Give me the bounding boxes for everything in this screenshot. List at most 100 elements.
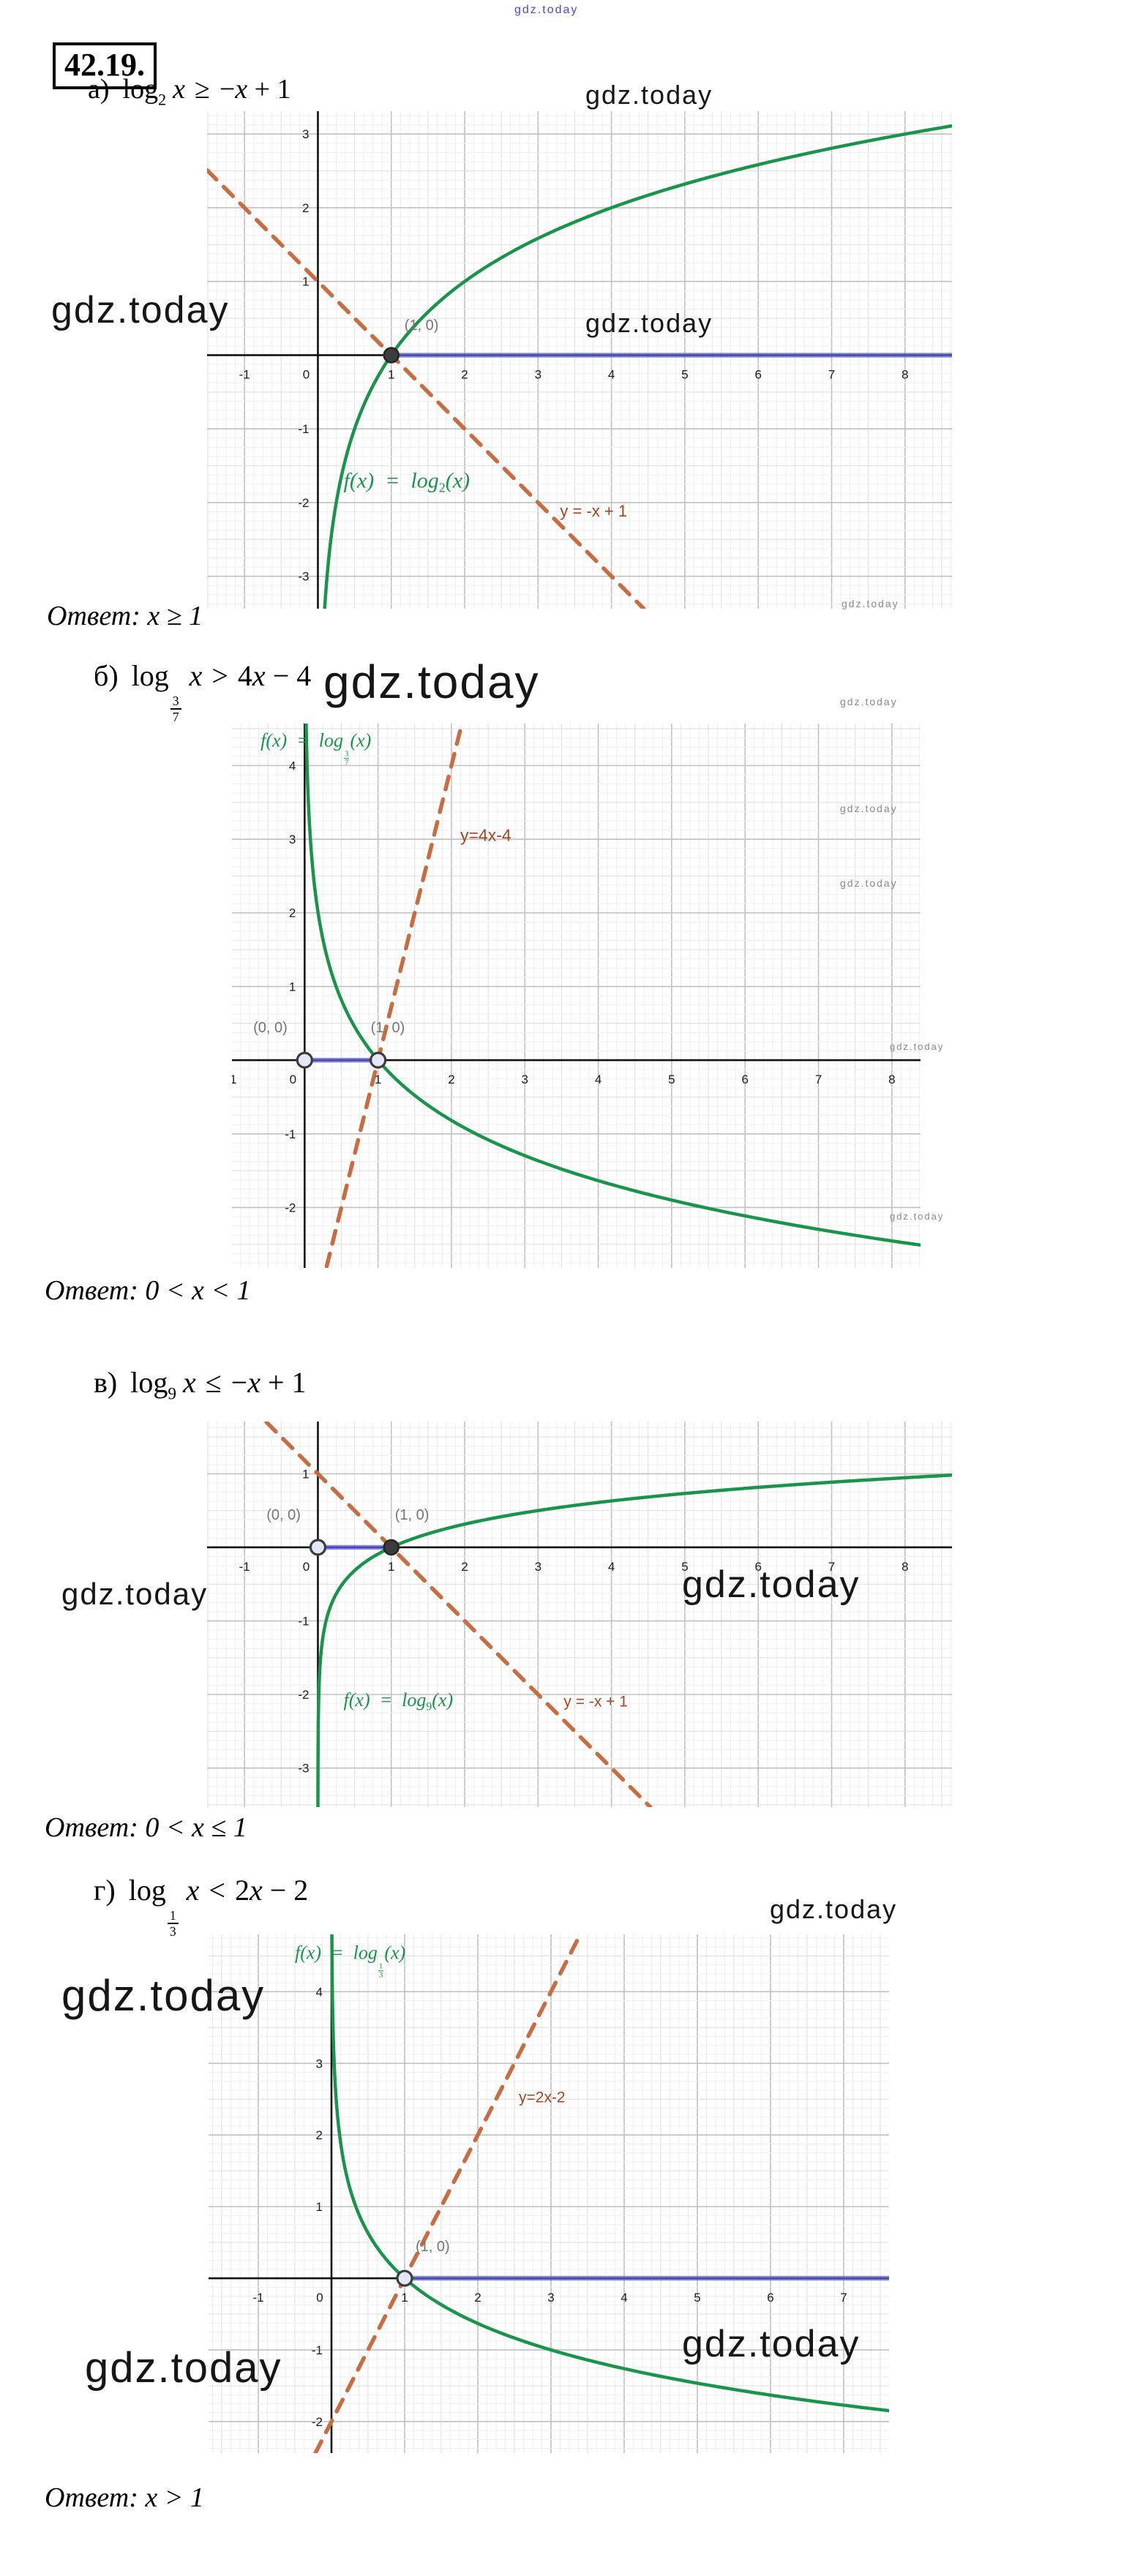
y-tick-label: -1 <box>298 422 309 436</box>
x-tick-label: 8 <box>888 1073 895 1086</box>
x-tick-label: -1 <box>232 1073 237 1086</box>
x-tick-label: 6 <box>767 2291 773 2305</box>
x-tick-label: 6 <box>742 1073 749 1086</box>
x-tick-label: 7 <box>840 2291 847 2305</box>
boundary-line-label: y = -x + 1 <box>560 502 628 521</box>
rhs-expression: 4x − 4 <box>237 659 312 692</box>
answer-g: Ответ: x > 1 <box>45 2482 204 2513</box>
graph-g-svg: -1 0 1 2 3 4 5 6 7 4 3 2 1 -1 -2 <box>209 1934 889 2453</box>
point-label: (0, 0) <box>266 1506 301 1523</box>
log-curve <box>316 1473 952 1807</box>
closed-endpoint <box>383 347 400 364</box>
watermark-text: gdz.today <box>85 2344 282 2392</box>
watermark-text: gdz.today <box>890 1211 945 1222</box>
relation-sign: ≤ <box>205 1366 222 1399</box>
log-argument: x <box>186 1874 200 1907</box>
watermark-text: gdz.today <box>770 1894 898 1924</box>
relation-sign: < <box>209 1874 225 1907</box>
x-tick-label: 8 <box>901 1560 908 1574</box>
function-label: f(x) = log 3 7 (x) <box>260 729 372 767</box>
log-argument: x <box>173 74 185 105</box>
watermark-text: gdz.today <box>841 598 899 609</box>
boundary-line-dashed <box>324 725 463 1268</box>
x-tick-label: 7 <box>828 367 835 381</box>
x-tick-label: 3 <box>522 1073 528 1086</box>
answer-b: Ответ: 0 < x < 1 <box>45 1275 251 1306</box>
boundary-line-label: y=4x-4 <box>460 825 511 845</box>
watermark-text: gdz.today <box>890 1041 945 1052</box>
x-tick-label: 2 <box>461 367 468 381</box>
point-label: (1, 0) <box>370 1019 405 1036</box>
x-tick-label: 2 <box>474 2291 481 2305</box>
x-tick-label: 0 <box>303 1560 310 1574</box>
x-tick-label: 1 <box>388 1560 394 1574</box>
y-tick-label: 2 <box>289 906 296 920</box>
rhs-expression: −x + 1 <box>219 74 291 105</box>
y-tick-label: 4 <box>316 1985 323 1999</box>
watermark-text: gdz.today <box>61 1577 209 1611</box>
log-argument: x <box>189 659 203 692</box>
x-tick-label: 2 <box>448 1073 454 1086</box>
point-label: (1, 0) <box>416 2238 450 2255</box>
item-label: б) <box>94 659 119 692</box>
open-endpoint <box>396 2269 413 2287</box>
y-tick-label: 3 <box>302 127 309 141</box>
point-label: (1, 0) <box>404 318 439 334</box>
y-tick-label: -1 <box>312 2343 323 2357</box>
function-label: f(x) = log2(x) <box>343 468 470 495</box>
watermark-text: gdz.today <box>840 877 898 889</box>
y-tick-label: -1 <box>285 1127 296 1141</box>
log-curve <box>304 724 921 1247</box>
watermark-text: gdz.today <box>682 1563 861 1606</box>
boundary-line-dashed <box>207 168 646 609</box>
point-label: (1, 0) <box>394 1506 430 1523</box>
x-tick-label: 5 <box>694 2291 700 2305</box>
log-curve <box>330 1934 889 2413</box>
x-tick-label: -1 <box>252 2291 263 2305</box>
x-tick-label: 7 <box>815 1073 822 1086</box>
log-function: log <box>131 659 169 692</box>
boundary-line-dashed <box>313 1934 582 2453</box>
problem-number: 42.19. <box>53 42 157 89</box>
relation-sign: ≥ <box>194 74 210 105</box>
equation-g: г) log 1 3 x <2x − 2 <box>94 1873 308 1939</box>
boundary-line-dashed <box>264 1422 653 1807</box>
y-tick-label: -2 <box>312 2415 323 2429</box>
y-tick-label: 3 <box>289 833 296 846</box>
x-tick-label: 4 <box>595 1073 601 1086</box>
x-tick-label: 3 <box>535 367 541 381</box>
log-base: 9 <box>168 1384 176 1404</box>
watermark-text: gdz.today <box>585 308 713 338</box>
watermark-text: gdz.today <box>323 656 540 708</box>
graph-a-svg: -1 0 1 2 3 4 5 6 7 8 3 2 1 -1 -2 -3 <box>207 111 952 609</box>
log-argument: x <box>182 1366 196 1399</box>
y-tick-label: 1 <box>302 275 309 289</box>
y-tick-label: 1 <box>302 1467 309 1481</box>
x-tick-label: 0 <box>316 2291 323 2305</box>
x-tick-label: 5 <box>681 1560 688 1574</box>
watermark-text: gdz.today <box>682 2323 861 2365</box>
watermark-text: gdz.today <box>61 1971 266 2020</box>
x-tick-label: 3 <box>535 1560 541 1574</box>
x-tick-label: -1 <box>239 1560 250 1574</box>
open-endpoint <box>370 1051 387 1069</box>
y-tick-label: 3 <box>316 2057 323 2070</box>
item-label: г) <box>94 1874 116 1907</box>
open-endpoint <box>309 1539 327 1556</box>
function-label: f(x) = log 1 3 (x) <box>295 1942 406 1980</box>
y-tick-label: 1 <box>316 2200 323 2214</box>
relation-sign: > <box>211 659 228 692</box>
y-tick-label: -1 <box>298 1615 309 1629</box>
x-tick-label: 4 <box>608 1560 615 1574</box>
watermark-text: gdz.today <box>840 803 898 814</box>
x-tick-label: 5 <box>681 367 688 381</box>
x-tick-label: 7 <box>828 1560 835 1574</box>
y-tick-label: -2 <box>298 496 309 510</box>
item-label: в) <box>94 1366 118 1399</box>
y-tick-label: 4 <box>289 759 296 773</box>
graph-v: -1 0 1 2 3 4 5 6 7 8 1 -1 -2 -3 f(x) = log9(x) y = -x +… <box>207 1422 952 1807</box>
x-tick-label: -1 <box>239 367 250 381</box>
